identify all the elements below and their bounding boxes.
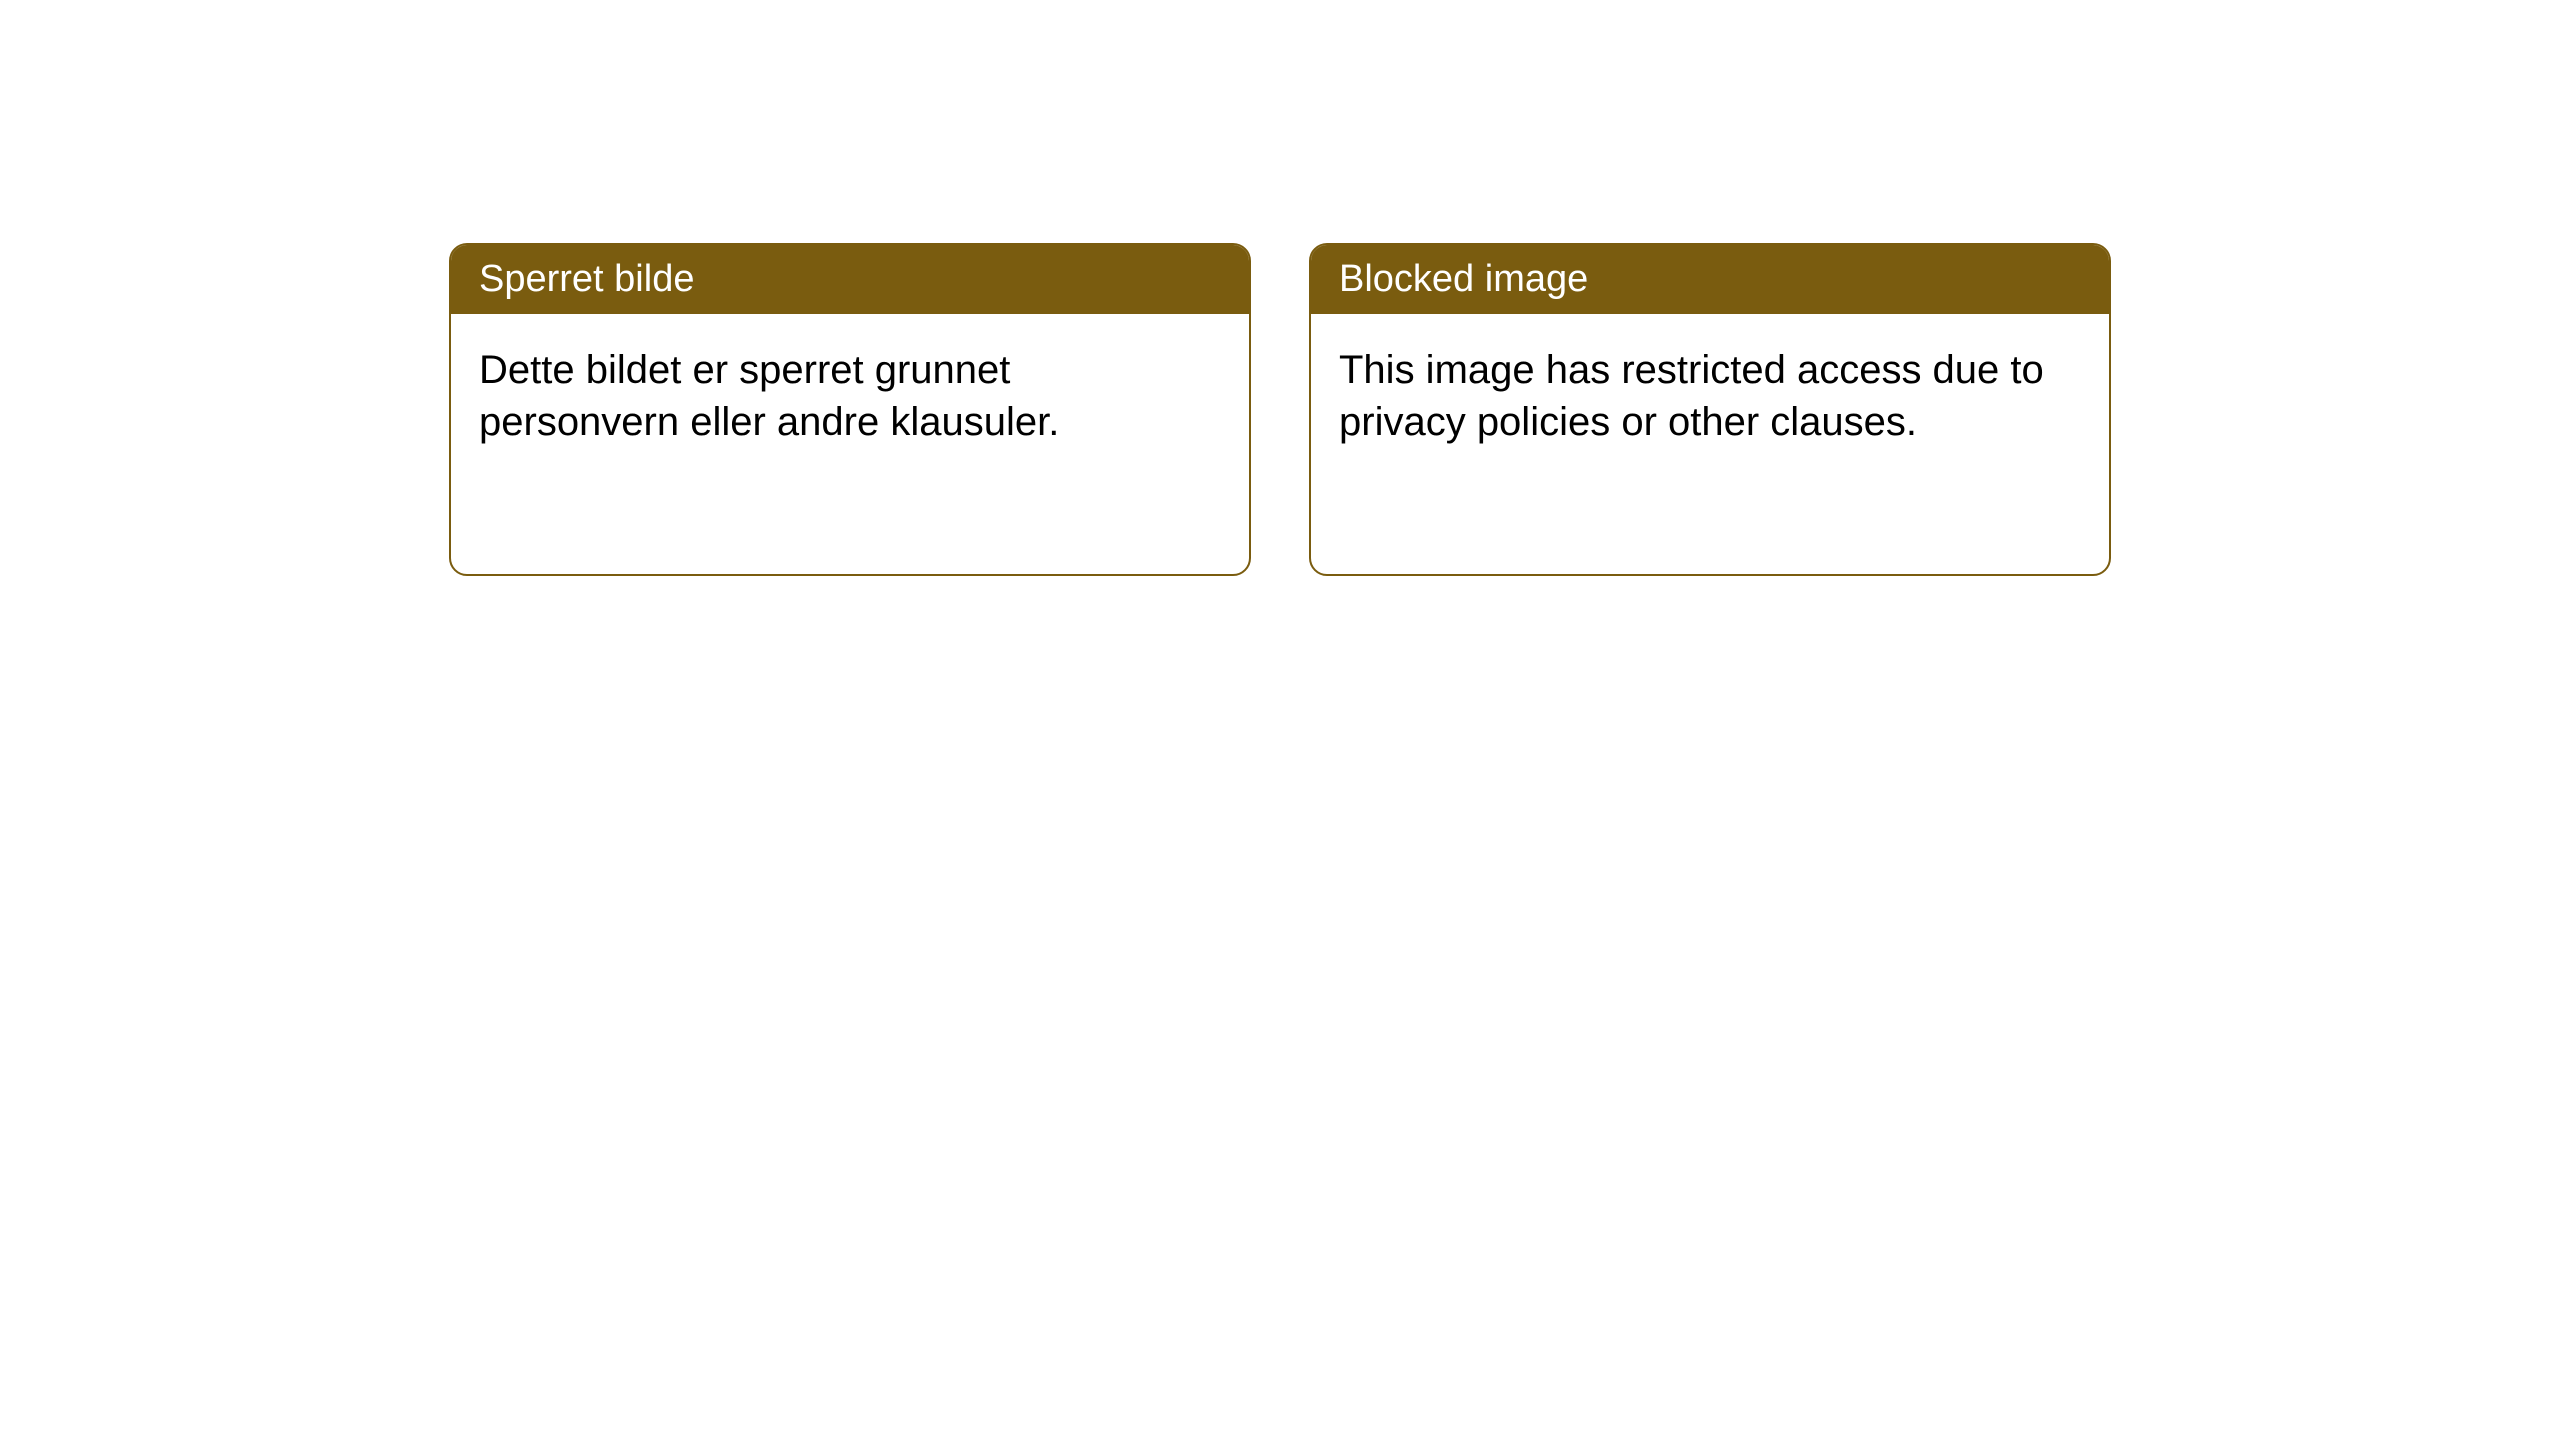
notice-header: Sperret bilde xyxy=(451,245,1249,314)
notice-body-text: This image has restricted access due to … xyxy=(1339,348,2044,444)
notice-body-text: Dette bildet er sperret grunnet personve… xyxy=(479,348,1059,444)
notice-header-text: Blocked image xyxy=(1339,258,1588,300)
notice-header-text: Sperret bilde xyxy=(479,258,694,300)
notice-card-norwegian: Sperret bilde Dette bildet er sperret gr… xyxy=(449,243,1251,576)
notice-card-english: Blocked image This image has restricted … xyxy=(1309,243,2111,576)
notice-body: This image has restricted access due to … xyxy=(1311,314,2109,478)
notice-header: Blocked image xyxy=(1311,245,2109,314)
notice-body: Dette bildet er sperret grunnet personve… xyxy=(451,314,1249,478)
notice-container: Sperret bilde Dette bildet er sperret gr… xyxy=(449,243,2111,576)
